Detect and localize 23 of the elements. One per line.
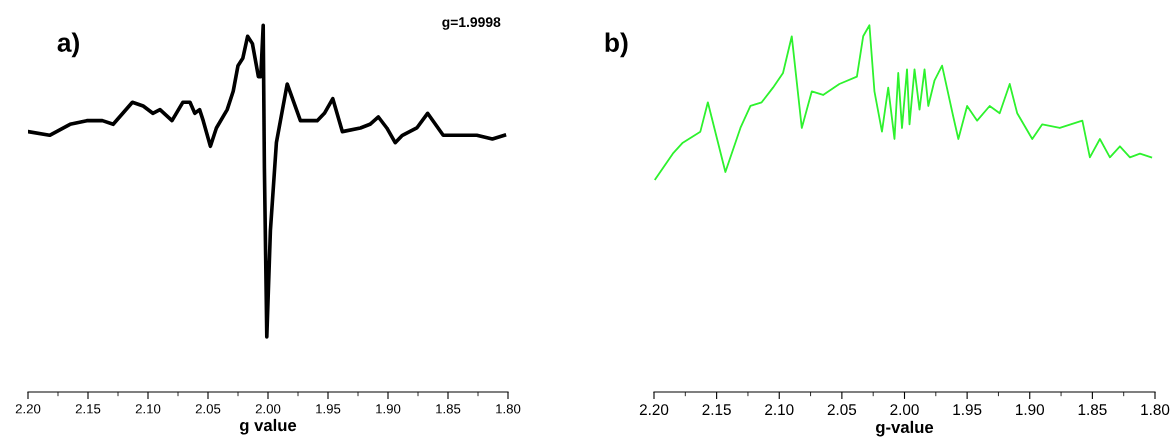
x-tick-label: 1.80 (496, 404, 521, 414)
x-tick-label: 2.05 (195, 404, 221, 414)
annotation: g=1.9998 (442, 17, 501, 30)
x-tick-label: 1.85 (1078, 404, 1107, 416)
x-tick-label: 1.95 (953, 404, 982, 416)
x-tick-label: 1.90 (376, 404, 401, 414)
chart-title: a) (57, 32, 79, 58)
x-tick-label: 1.95 (316, 404, 341, 414)
x-tick-label: 2.10 (765, 404, 794, 416)
chart-title: b) (605, 32, 628, 58)
x-tick-label: 1.90 (1016, 404, 1045, 416)
x-tick-label: 2.05 (827, 404, 857, 416)
x-tick-label: 2.15 (702, 404, 731, 416)
x-tick-label: 2.20 (639, 404, 669, 416)
x-tick-label: 2.15 (75, 404, 101, 414)
x-tick-label: 2.20 (15, 404, 41, 414)
x-tick-label: 2.10 (135, 404, 161, 414)
x-axis-title: g value (239, 418, 297, 435)
x-tick-label: 1.85 (436, 404, 461, 414)
x-tick-label: 2.00 (255, 404, 281, 414)
x-tick-label: 2.00 (890, 404, 919, 416)
x-tick-label: 1.80 (1141, 404, 1170, 416)
x-axis-title: g-value (876, 420, 934, 437)
